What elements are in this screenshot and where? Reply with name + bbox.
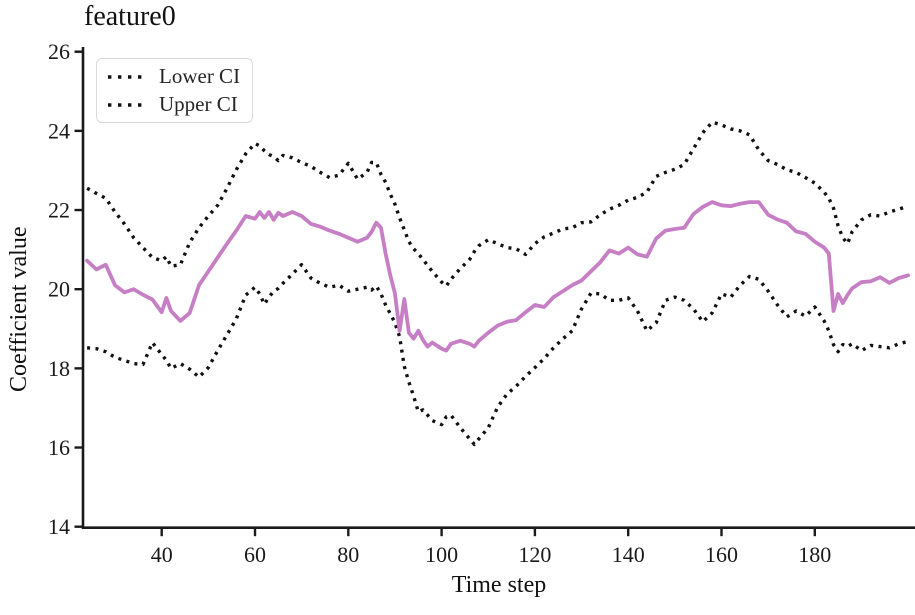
y-tick-label: 20 (48, 277, 70, 302)
x-tick-label: 40 (151, 542, 173, 567)
x-tick-label: 100 (425, 542, 458, 567)
legend-label-upper-ci: Upper CI (159, 92, 238, 116)
legend-entry-upper-ci: Upper CI (106, 92, 240, 117)
series-upper-ci (86, 120, 909, 288)
y-tick-label: 26 (48, 39, 70, 64)
legend-entry-lower-ci: Lower CI (106, 64, 240, 89)
y-tick-label: 18 (48, 356, 70, 381)
dotted-line-sample-icon (108, 102, 145, 107)
y-tick-label: 24 (48, 118, 70, 143)
y-tick-label: 16 (48, 435, 70, 460)
chart-title: feature0 (84, 1, 176, 32)
x-tick-label: 120 (518, 542, 551, 567)
y-axis-label: Coefficient value (6, 226, 32, 393)
dotted-line-sample-icon (108, 74, 145, 79)
x-tick-label: 60 (244, 542, 266, 567)
legend-label-lower-ci: Lower CI (159, 64, 241, 88)
x-tick-label: 140 (612, 542, 645, 567)
x-tick-label: 160 (705, 542, 738, 567)
legend: Lower CI Upper CI (96, 58, 254, 123)
x-tick-label: 180 (798, 542, 831, 567)
x-tick-label: 80 (337, 542, 359, 567)
series-coefficient (85, 200, 910, 353)
series-lower-ci (86, 263, 909, 447)
x-axis-label: Time step (451, 572, 547, 598)
y-tick-label: 14 (48, 514, 70, 539)
y-tick-label: 22 (48, 198, 70, 223)
